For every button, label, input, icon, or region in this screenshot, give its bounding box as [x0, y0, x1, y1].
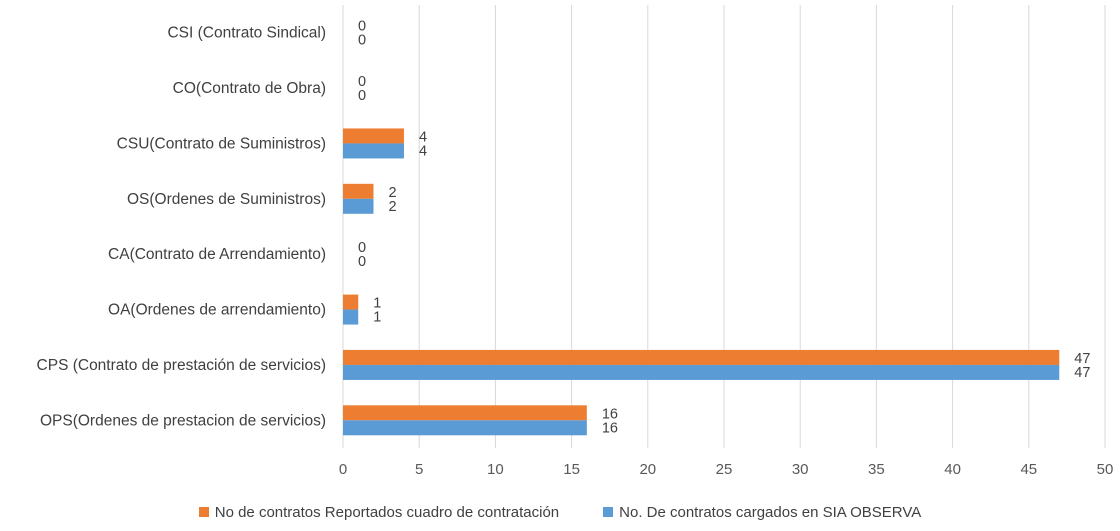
- bar-series-1-2: [343, 128, 404, 144]
- bar-series-2-2: [343, 143, 404, 159]
- x-tick-label-5: 5: [415, 461, 423, 478]
- legend-item-series-2: No. De contratos cargados en SIA OBSERVA: [603, 504, 921, 521]
- category-label-7: OPS(Ordenes de prestacion de servicios): [40, 412, 326, 429]
- data-label-series-2-2: 4: [419, 143, 427, 159]
- data-label-series-1-3: 2: [388, 185, 396, 201]
- legend-label-series-2: No. De contratos cargados en SIA OBSERVA: [619, 503, 922, 521]
- data-label-series-2-0: 0: [358, 33, 366, 49]
- legend-label-series-1: No de contratos Reportados cuadro de con…: [214, 503, 560, 521]
- x-tick-label-40: 40: [944, 461, 961, 478]
- data-label-series-1-7: 16: [602, 406, 618, 422]
- x-tick-label-15: 15: [563, 461, 580, 478]
- category-label-4: CA(Contrato de Arrendamiento): [108, 246, 326, 263]
- data-label-series-1-2: 4: [419, 129, 427, 145]
- bar-series-1-6: [343, 349, 1060, 365]
- bar-series-2-7: [343, 420, 587, 436]
- data-label-series-2-4: 0: [358, 254, 366, 270]
- x-tick-label-20: 20: [639, 461, 656, 478]
- bar-series-2-6: [343, 364, 1060, 380]
- x-tick-label-35: 35: [868, 461, 885, 478]
- bar-series-1-5: [343, 294, 359, 310]
- data-label-series-2-7: 16: [602, 420, 618, 436]
- legend: No de contratos Reportados cuadro de con…: [0, 500, 1120, 524]
- data-label-series-1-5: 1: [373, 296, 381, 312]
- x-tick-label-25: 25: [716, 461, 733, 478]
- category-label-1: CO(Contrato de Obra): [173, 80, 326, 97]
- data-label-series-2-5: 1: [373, 310, 381, 326]
- legend-item-series-1: No de contratos Reportados cuadro de con…: [198, 503, 560, 521]
- x-tick-label-10: 10: [487, 461, 504, 478]
- bar-series-2-5: [343, 309, 359, 325]
- x-tick-label-30: 30: [792, 461, 809, 478]
- category-label-2: CSU(Contrato de Suministros): [117, 135, 326, 152]
- x-tick-label-45: 45: [1020, 461, 1037, 478]
- category-label-6: CPS (Contrato de prestación de servicios…: [37, 357, 326, 374]
- category-label-0: CSI (Contrato Sindical): [167, 25, 326, 42]
- data-label-series-2-6: 47: [1074, 365, 1090, 381]
- bar-series-1-7: [343, 405, 587, 421]
- data-label-series-2-1: 0: [358, 88, 366, 104]
- data-label-series-1-1: 0: [358, 74, 366, 90]
- legend-swatch-series-2: [603, 507, 614, 517]
- legend-swatch-series-1: [198, 507, 209, 517]
- bar-series-2-3: [343, 198, 374, 214]
- data-label-series-2-3: 2: [388, 199, 396, 215]
- x-tick-label-0: 0: [339, 461, 347, 478]
- category-label-3: OS(Ordenes de Suministros): [127, 191, 326, 208]
- data-label-series-1-4: 0: [358, 240, 366, 256]
- data-label-series-1-6: 47: [1074, 351, 1090, 367]
- data-label-series-1-0: 0: [358, 19, 366, 35]
- x-tick-label-50: 50: [1097, 461, 1114, 478]
- category-label-5: OA(Ordenes de arrendamiento): [108, 302, 326, 319]
- bar-series-1-3: [343, 183, 374, 199]
